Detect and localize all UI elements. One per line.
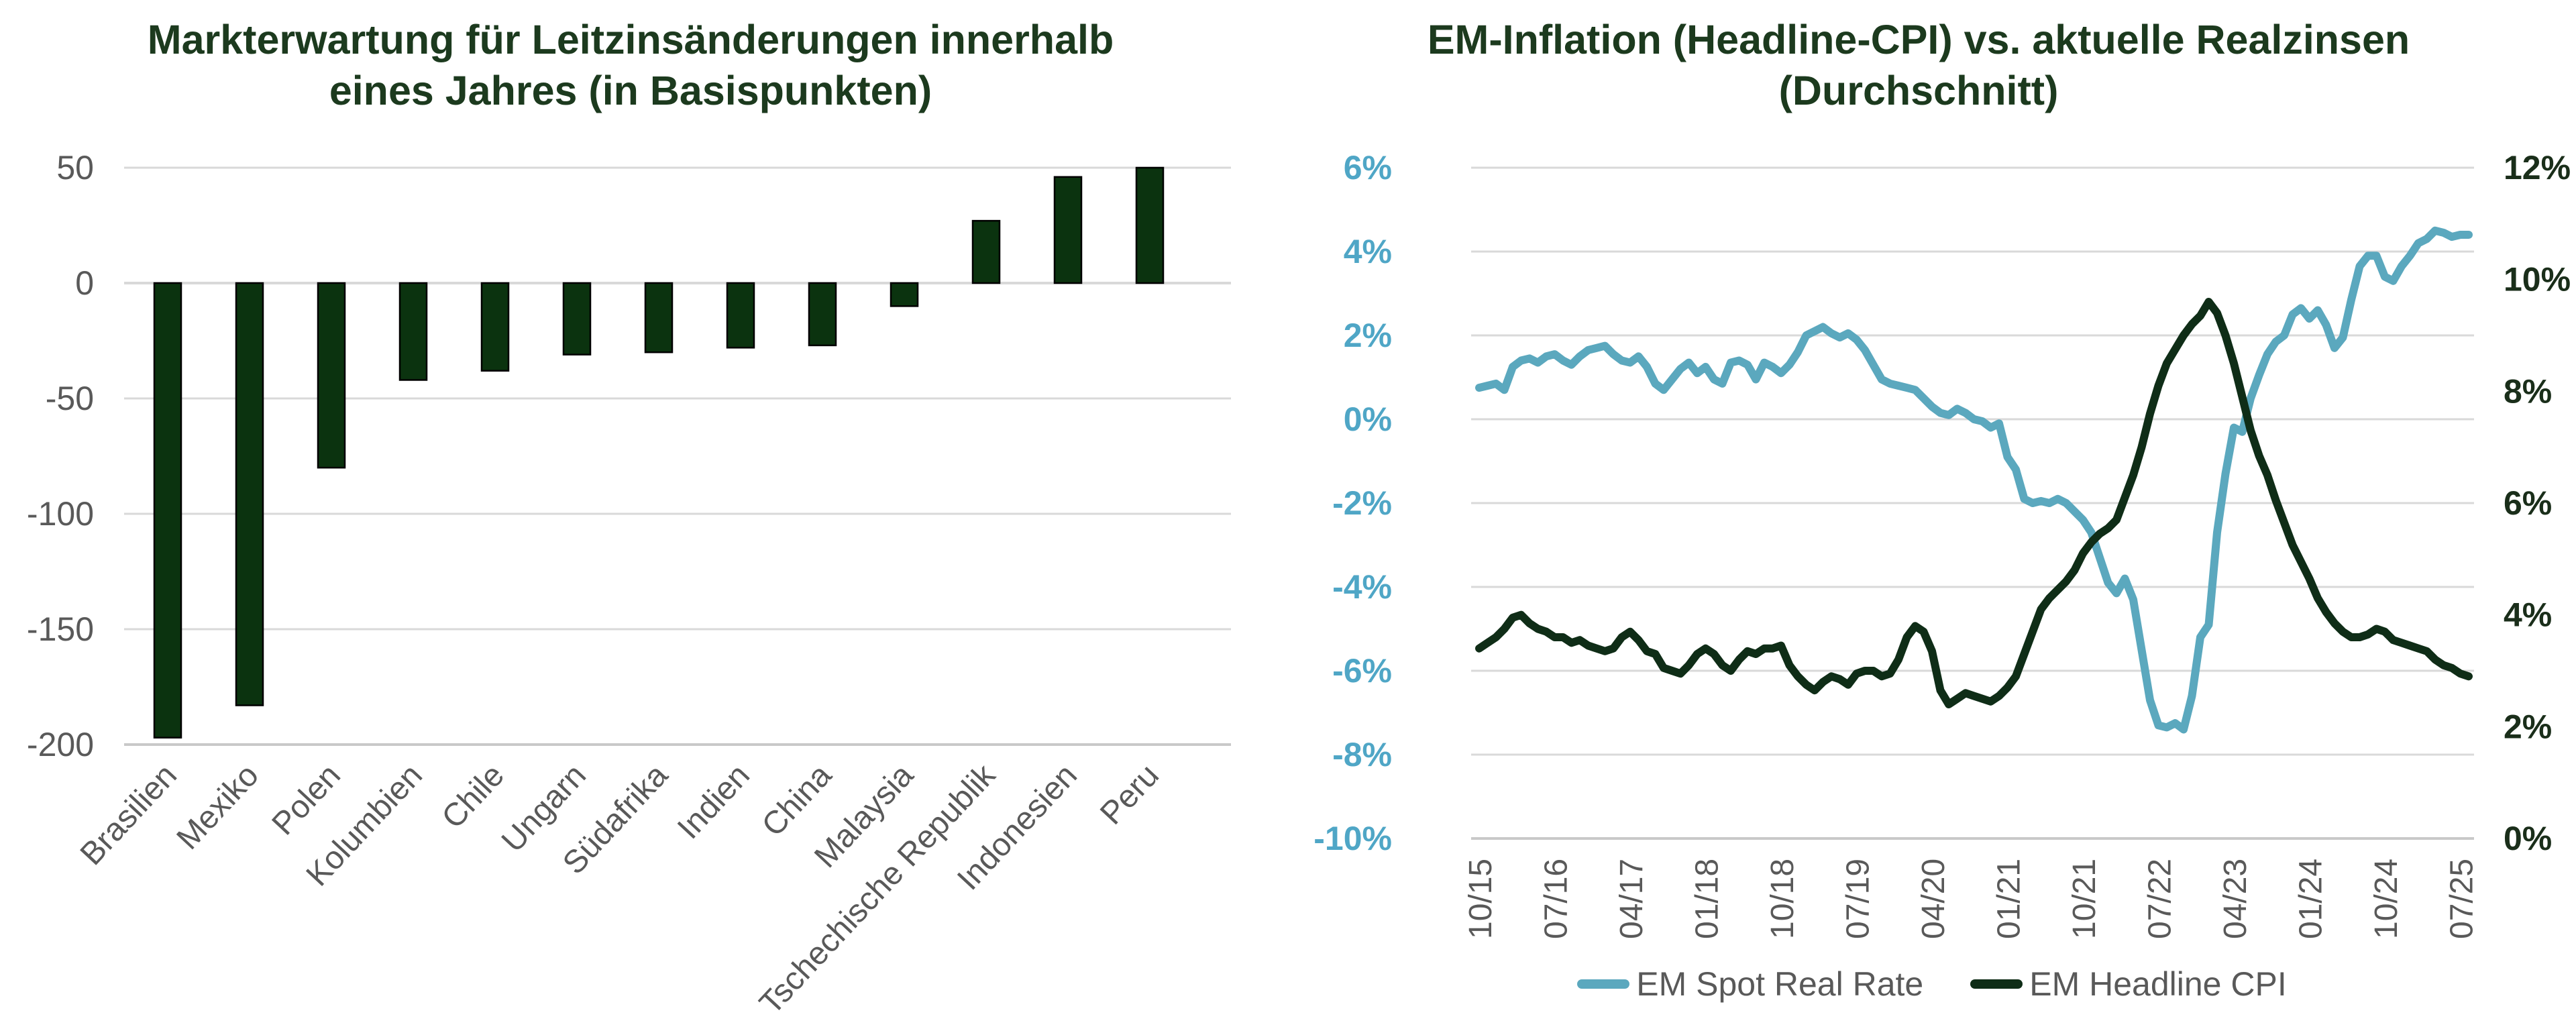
- y-tick-label-50: 50: [56, 149, 94, 186]
- left-axis-label--4: -4%: [1332, 568, 1392, 606]
- bar-Indonesien: [1053, 176, 1083, 284]
- left-axis-label-0: 0%: [1344, 400, 1392, 438]
- legend-marker-icon: [1970, 979, 2023, 989]
- x-category-label-Mexiko: Mexiko: [170, 757, 266, 856]
- right-axis-label-0: 0%: [2504, 820, 2552, 857]
- right-axis-label-6: 6%: [2504, 484, 2552, 522]
- y-tick-label--100: -100: [27, 495, 94, 533]
- bar-Tschechische Republik: [971, 219, 1001, 284]
- bar-Brasilien: [153, 282, 182, 739]
- y-tick-label--200: -200: [27, 726, 94, 763]
- bars: [153, 166, 1165, 739]
- x-date-label-10-15: 10/15: [1463, 859, 1499, 939]
- x-date-label-07-19: 07/19: [1841, 859, 1876, 939]
- bar-Polen: [317, 282, 346, 469]
- right-axis-label-8: 8%: [2504, 372, 2552, 410]
- inflation-vs-realrate-line-chart: EM-Inflation (Headline-CPI) vs. aktuelle…: [1288, 0, 2576, 1033]
- legend-label: EM Spot Real Rate: [1636, 965, 1924, 1003]
- bar-Peru: [1135, 166, 1165, 284]
- rate-expectations-bar-chart: Markterwartung für Leitzinsänderungen in…: [27, 15, 1231, 1022]
- x-axis-date-labels: 10/15 07/16 04/17 01/18 10/18 07/19 04/20 01/21…: [1463, 859, 2480, 939]
- legend-marker-icon: [1577, 979, 1630, 989]
- legend-item-em-spot-real-rate: EM Spot Real Rate: [1577, 965, 1923, 1003]
- x-date-label-01-24: 01/24: [2294, 859, 2329, 939]
- line-gridlines: [1471, 166, 2474, 840]
- legend-label: EM Headline CPI: [2029, 965, 2287, 1003]
- x-date-label-07-22: 07/22: [2143, 859, 2178, 939]
- left-axis-labels: 6% 4% 2% 0% -2% -4% -6% -8% -10%: [1313, 149, 1392, 857]
- line-chart-plot-area: 6% 4% 2% 0% -2% -4% -6% -8% -10% 12% 10% 8% 6% 4% 2% 0%…: [1313, 149, 2571, 939]
- bar-Mexiko: [235, 282, 264, 706]
- left-chart-title-line1: Markterwartung für Leitzinsänderungen in…: [147, 17, 1114, 62]
- bar-Kolumbien: [398, 282, 428, 381]
- x-date-label-10-24: 10/24: [2369, 859, 2404, 939]
- right-chart-title-line1: EM-Inflation (Headline-CPI) vs. aktuelle…: [1427, 17, 2410, 62]
- chart-legend: EM Spot Real Rate EM Headline CPI: [1288, 965, 2576, 1003]
- left-axis-label-6: 6%: [1344, 149, 1392, 186]
- legend-item-em-headline-cpi: EM Headline CPI: [1970, 965, 2287, 1003]
- right-chart-title-line2: (Durchschnitt): [1778, 67, 2059, 113]
- left-axis-label-2: 2%: [1344, 317, 1392, 354]
- data-series: [1475, 226, 2473, 734]
- x-date-label-01-18: 01/18: [1690, 859, 1725, 939]
- y-tick-label--50: -50: [46, 380, 94, 417]
- bar-gridlines: [124, 166, 1231, 746]
- bar-China: [808, 282, 837, 347]
- left-axis-label--2: -2%: [1332, 484, 1392, 522]
- right-axis-label-2: 2%: [2504, 708, 2552, 745]
- series-line-em-headline-cpi: [1475, 298, 2473, 708]
- x-date-label-04-17: 04/17: [1614, 859, 1650, 939]
- x-date-label-04-23: 04/23: [2218, 859, 2253, 939]
- x-category-label-Brasilien: Brasilien: [74, 757, 184, 872]
- bar-Malaysia: [890, 282, 919, 307]
- bar-Indien: [726, 282, 755, 349]
- right-axis-labels: 12% 10% 8% 6% 4% 2% 0%: [2504, 149, 2571, 857]
- left-axis-label--10: -10%: [1313, 820, 1392, 857]
- x-category-label-Peru: Peru: [1093, 757, 1166, 831]
- x-date-label-07-16: 07/16: [1539, 859, 1574, 939]
- left-chart-title: Markterwartung für Leitzinsänderungen in…: [40, 15, 1221, 116]
- right-axis-label-4: 4%: [2504, 596, 2552, 634]
- series-line-em-spot-real-rate: [1475, 226, 2473, 734]
- y-tick-label-0: 0: [75, 264, 94, 302]
- x-category-label-Chile: Chile: [435, 757, 511, 835]
- x-category-label-Indien: Indien: [671, 757, 757, 846]
- x-date-label-07-25: 07/25: [2445, 859, 2480, 939]
- x-date-label-10-21: 10/21: [2067, 859, 2102, 939]
- x-date-label-04-20: 04/20: [1916, 859, 1951, 939]
- bar-Ungarn: [562, 282, 592, 356]
- left-chart-title-line2: eines Jahres (in Basispunkten): [329, 67, 932, 113]
- x-date-label-10-18: 10/18: [1765, 859, 1801, 939]
- left-axis-label--6: -6%: [1332, 652, 1392, 690]
- bar-Südafrika: [644, 282, 674, 354]
- left-axis-label--8: -8%: [1332, 736, 1392, 773]
- right-axis-label-12: 12%: [2504, 149, 2571, 186]
- right-chart-title: EM-Inflation (Headline-CPI) vs. aktuelle…: [1328, 15, 2509, 116]
- x-category-label-Polen: Polen: [266, 757, 347, 842]
- x-date-label-01-21: 01/21: [1992, 859, 2027, 939]
- bar-y-axis-labels: 50 0 -50 -100 -150 -200: [27, 149, 94, 763]
- y-tick-label--150: -150: [27, 610, 94, 648]
- left-axis-label-4: 4%: [1344, 233, 1392, 270]
- bar-Chile: [480, 282, 510, 372]
- right-axis-label-10: 10%: [2504, 261, 2571, 298]
